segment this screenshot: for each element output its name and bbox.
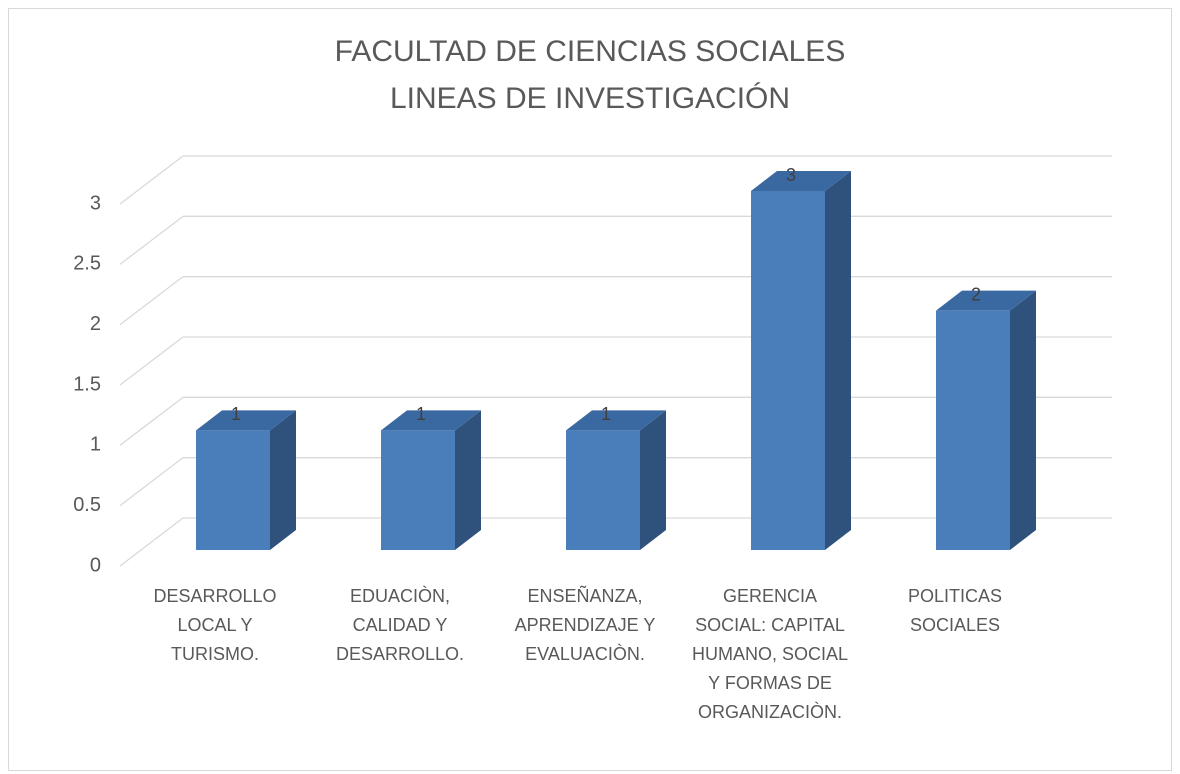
bar-side <box>270 410 296 550</box>
x-tick-label: EDUACIÒN, CALIDAD Y DESARROLLO. <box>335 586 465 664</box>
bar-top <box>381 410 481 431</box>
bar-top <box>566 410 666 431</box>
data-label: 1 <box>601 404 611 424</box>
bar <box>566 430 640 550</box>
data-label: 2 <box>971 284 981 304</box>
x-tick-label: DESARROLLO LOCAL Y TURISMO. <box>153 586 277 664</box>
y-tick-label: 0.5 <box>73 494 101 516</box>
grid-line <box>119 336 184 386</box>
y-tick-label: 1 <box>90 434 101 456</box>
y-tick-label: 2 <box>90 313 101 335</box>
grid-line <box>119 215 184 265</box>
y-tick-label: 3 <box>90 192 101 214</box>
bar <box>936 310 1010 550</box>
data-label: 1 <box>416 404 426 424</box>
x-tick-label: ENSEÑANZA, APRENDIZAJE Y EVALUACIÒN. <box>514 586 656 664</box>
bar-top <box>196 410 296 431</box>
y-tick-label: 2.5 <box>73 253 101 275</box>
bar-top <box>936 290 1036 311</box>
bar <box>751 191 825 550</box>
y-tick-label: 1.5 <box>73 373 101 395</box>
bar-side <box>455 410 481 550</box>
chart-title: FACULTAD DE CIENCIAS SOCIALES <box>335 35 846 68</box>
data-label: 1 <box>231 404 241 424</box>
grid-line <box>119 155 184 205</box>
grid-line <box>119 517 184 567</box>
bar-side <box>1010 290 1036 550</box>
x-tick-label: POLITICAS SOCIALES <box>907 586 1003 635</box>
bar-top <box>751 171 851 191</box>
data-label: 3 <box>786 165 796 185</box>
grid-line <box>119 457 184 507</box>
grid-line <box>119 396 184 446</box>
grid-line <box>119 276 184 326</box>
bar-side <box>640 410 666 550</box>
bar <box>196 430 270 550</box>
bar <box>381 430 455 550</box>
bar-side <box>825 171 851 550</box>
y-tick-label: 0 <box>90 554 101 576</box>
chart-title: LINEAS DE INVESTIGACIÓN <box>390 82 790 115</box>
x-tick-label: GERENCIA SOCIAL: CAPITAL HUMANO, SOCIAL … <box>691 586 849 722</box>
